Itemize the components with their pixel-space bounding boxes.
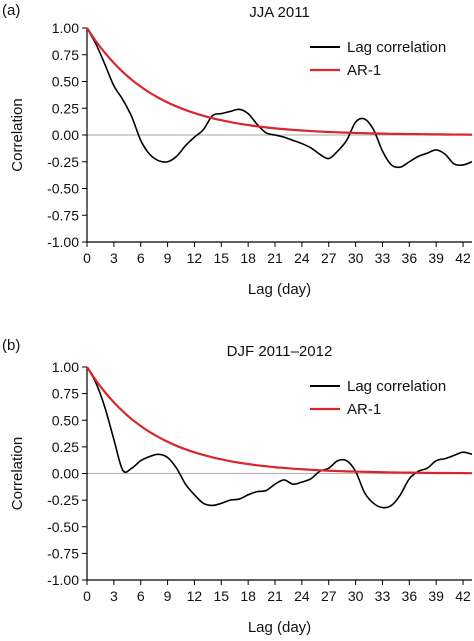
y-tick-label: 0.50 xyxy=(52,412,79,428)
y-tick-label: -0.25 xyxy=(47,154,79,170)
y-tick-label: 0.50 xyxy=(52,74,79,90)
x-tick-label: 6 xyxy=(137,588,145,604)
y-tick-label: -0.75 xyxy=(47,207,79,223)
y-axis-label: Correlation xyxy=(9,437,26,510)
y-tick-label: 1.00 xyxy=(52,359,79,375)
x-tick-label: 36 xyxy=(402,588,418,604)
series-line-lag-correlation xyxy=(86,366,473,509)
x-tick-label: 15 xyxy=(214,588,230,604)
x-tick-label: 33 xyxy=(375,250,391,266)
y-tick-label: 0.75 xyxy=(52,47,79,63)
x-axis-label: Lag (day) xyxy=(248,281,311,298)
y-tick-label: -0.25 xyxy=(47,492,79,508)
y-tick-label: 0.25 xyxy=(52,100,79,116)
x-tick-label: 12 xyxy=(187,250,203,266)
x-tick-label: 33 xyxy=(375,588,391,604)
y-tick-label: -0.50 xyxy=(47,519,79,535)
y-tick-label: 0.75 xyxy=(52,386,79,402)
series-line-ar1 xyxy=(86,366,473,475)
y-tick-label: 1.00 xyxy=(52,20,79,36)
legend-label: Lag correlation xyxy=(347,39,446,56)
x-tick-label: 27 xyxy=(321,588,337,604)
x-axis-label: Lag (day) xyxy=(248,619,311,636)
x-tick-label: 42 xyxy=(455,250,471,266)
y-tick-label: 0.00 xyxy=(52,127,79,143)
x-tick-label: 39 xyxy=(428,588,444,604)
x-tick-label: 24 xyxy=(294,588,310,604)
x-tick-label: 9 xyxy=(164,250,172,266)
x-tick-label: 39 xyxy=(428,250,444,266)
x-tick-label: 21 xyxy=(267,588,283,604)
x-tick-label: 9 xyxy=(164,588,172,604)
x-tick-label: 3 xyxy=(110,250,118,266)
panel-label: (a) xyxy=(2,2,20,19)
legend-label: Lag correlation xyxy=(347,378,446,395)
y-tick-label: 0.00 xyxy=(52,466,79,482)
x-tick-label: 42 xyxy=(455,588,471,604)
x-tick-label: 6 xyxy=(137,250,145,266)
x-tick-label: 12 xyxy=(187,588,203,604)
x-tick-label: 30 xyxy=(348,250,364,266)
y-axis-label: Correlation xyxy=(9,98,26,171)
y-tick-label: -1.00 xyxy=(47,572,79,588)
y-tick-label: -1.00 xyxy=(47,234,79,250)
y-tick-label: 0.25 xyxy=(52,439,79,455)
chart-panel-b: (b) DJF 2011–2012 1.00 0.75 0.50 0.25 0.00 -0.2… xyxy=(2,337,473,636)
y-tick-label: -0.50 xyxy=(47,181,79,197)
x-tick-label: 15 xyxy=(214,250,230,266)
x-tick-label: 0 xyxy=(83,250,91,266)
legend-label: AR-1 xyxy=(347,62,381,79)
x-tick-label: 18 xyxy=(240,250,256,266)
x-tick-label: 18 xyxy=(240,588,256,604)
series-line-lag-correlation xyxy=(86,27,473,169)
panel-label: (b) xyxy=(2,337,20,354)
x-tick-label: 30 xyxy=(348,588,364,604)
chart-panel-a: (a) JJA 2011 1.00 0.75 0.50 0.25 0.00 -0.25 -0.5… xyxy=(2,2,473,298)
series-line-ar1 xyxy=(86,27,473,136)
y-tick-label: -0.75 xyxy=(47,545,79,561)
x-tick-label: 0 xyxy=(83,588,91,604)
x-tick-label: 21 xyxy=(267,250,283,266)
chart-title: JJA 2011 xyxy=(249,4,310,21)
chart-title: DJF 2011–2012 xyxy=(227,343,333,360)
legend-label: AR-1 xyxy=(347,401,381,418)
x-tick-label: 36 xyxy=(402,250,418,266)
legend: Lag correlation AR-1 xyxy=(310,39,446,79)
legend: Lag correlation AR-1 xyxy=(310,378,446,418)
x-tick-label: 27 xyxy=(321,250,337,266)
x-tick-label: 3 xyxy=(110,588,118,604)
x-tick-label: 24 xyxy=(294,250,310,266)
